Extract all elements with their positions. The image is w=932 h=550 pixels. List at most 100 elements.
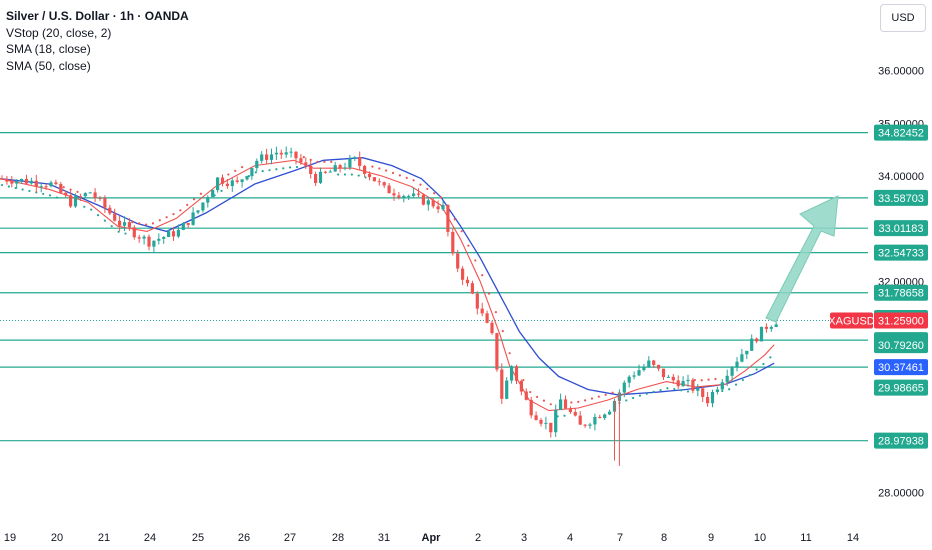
candle-body	[725, 375, 729, 383]
vstop-dot	[110, 225, 113, 228]
price-tick-label: 34.00000	[878, 171, 924, 183]
vstop-dot	[673, 387, 676, 391]
vstop-dot	[241, 166, 244, 169]
vstop-dot	[426, 187, 429, 191]
candle-body	[671, 376, 675, 381]
candle-body	[363, 165, 367, 174]
projection-arrow[interactable]	[765, 195, 839, 323]
candle-body	[431, 200, 435, 207]
vstop-dot	[309, 158, 312, 161]
indicator-sma50[interactable]: SMA (50, close)	[6, 58, 91, 73]
price-tag-bg	[874, 124, 928, 141]
candle-body	[39, 186, 43, 188]
vstop-dot	[138, 222, 141, 225]
time-tick-label: 19	[4, 532, 16, 544]
candle-body	[622, 382, 626, 393]
candle-body	[657, 364, 661, 369]
vstop-dot	[522, 378, 525, 382]
candle-body	[490, 322, 494, 334]
candle-body	[206, 197, 210, 203]
candle-body	[377, 181, 381, 183]
candle-body	[652, 360, 656, 365]
vstop-dot	[707, 378, 710, 381]
vstop-dot	[625, 399, 628, 402]
horizontal-levels	[0, 132, 868, 442]
price-tag-value: 29.98665	[878, 383, 924, 395]
vstop-dot	[357, 174, 360, 177]
vstop-dot	[769, 356, 772, 359]
vstop-dot	[124, 232, 127, 235]
time-tick-label: 7	[617, 532, 623, 544]
candle-body	[348, 158, 352, 168]
vstop-dot	[323, 160, 326, 163]
vstop-dot	[487, 292, 491, 295]
time-tick-label: 2	[475, 532, 481, 544]
vstop-dot	[254, 171, 257, 174]
vstop-dot	[460, 230, 463, 233]
price-tag-bg	[874, 432, 928, 449]
candle-body	[191, 212, 195, 225]
candle-body	[769, 327, 773, 329]
vstop-dot	[268, 169, 271, 172]
vstop-dot	[529, 390, 532, 394]
vstop-dot	[391, 171, 395, 175]
candle-body	[78, 196, 82, 198]
candle-body	[686, 379, 690, 382]
vstop-dot	[453, 218, 456, 221]
candle-body	[696, 388, 700, 391]
candle-body	[402, 196, 406, 198]
candle-body	[122, 222, 127, 226]
time-tick-label: 11	[800, 532, 811, 544]
candle-body	[681, 381, 685, 387]
vstop-dot	[220, 189, 223, 192]
price-tick-label: 35.00000	[878, 118, 924, 130]
candle-body	[534, 415, 538, 420]
candle-body	[265, 154, 269, 160]
candle-body	[397, 195, 401, 198]
vstop-dot	[734, 383, 738, 386]
candle-body	[539, 419, 543, 424]
candle-body	[289, 151, 293, 153]
candle-body	[441, 204, 445, 210]
vstop-dot	[563, 414, 566, 417]
vstop-dot	[590, 397, 594, 400]
candle-body	[461, 268, 465, 280]
candle-body	[451, 231, 455, 254]
indicator-sma18[interactable]: SMA (18, close)	[6, 42, 91, 56]
symbol-title[interactable]: Silver / U.S. Dollar · 1h · OANDA	[6, 9, 189, 23]
candle-body	[367, 173, 372, 178]
candle-body	[93, 192, 97, 199]
candle-body	[64, 192, 68, 196]
candle-body	[181, 223, 185, 230]
symbol-tag-label: XAGUSD	[828, 316, 875, 328]
candle-body	[83, 193, 87, 197]
time-tick-label: 24	[144, 532, 156, 544]
moving-averages	[0, 157, 775, 412]
candle-body	[343, 167, 347, 169]
candle-body	[465, 279, 470, 284]
price-tag-value: 33.01183	[878, 223, 923, 235]
candle-body	[98, 198, 102, 200]
vstop-dot	[35, 191, 38, 194]
vstop-dot	[728, 388, 731, 391]
vstop-dots	[0, 156, 772, 418]
candle-body	[750, 338, 754, 351]
vstop-dot	[0, 183, 4, 187]
candle-body	[740, 354, 744, 362]
vstop-dot	[501, 329, 504, 333]
vstop-dot	[721, 389, 724, 393]
candle-body	[510, 366, 514, 381]
currency-button[interactable]: USD	[880, 4, 926, 32]
candle-body	[34, 180, 38, 187]
indicator-vstop[interactable]: VStop (20, close, 2)	[6, 25, 112, 40]
vstop-dot	[638, 394, 642, 397]
vstop-dot	[275, 168, 278, 171]
candle-body	[157, 238, 161, 241]
price-tags: 34.82452 33.58703 33.01183 32.54733 31.78658…	[828, 124, 928, 449]
time-axis[interactable]: 19 20 21 24 25 26 27 28 31 Apr 2 3 4 7 8 9 10 11 14	[4, 532, 859, 544]
candle-body	[54, 182, 58, 185]
candle-body	[691, 379, 695, 391]
chart-legend: Silver / U.S. Dollar · 1h · OANDA VStop …	[6, 8, 189, 74]
